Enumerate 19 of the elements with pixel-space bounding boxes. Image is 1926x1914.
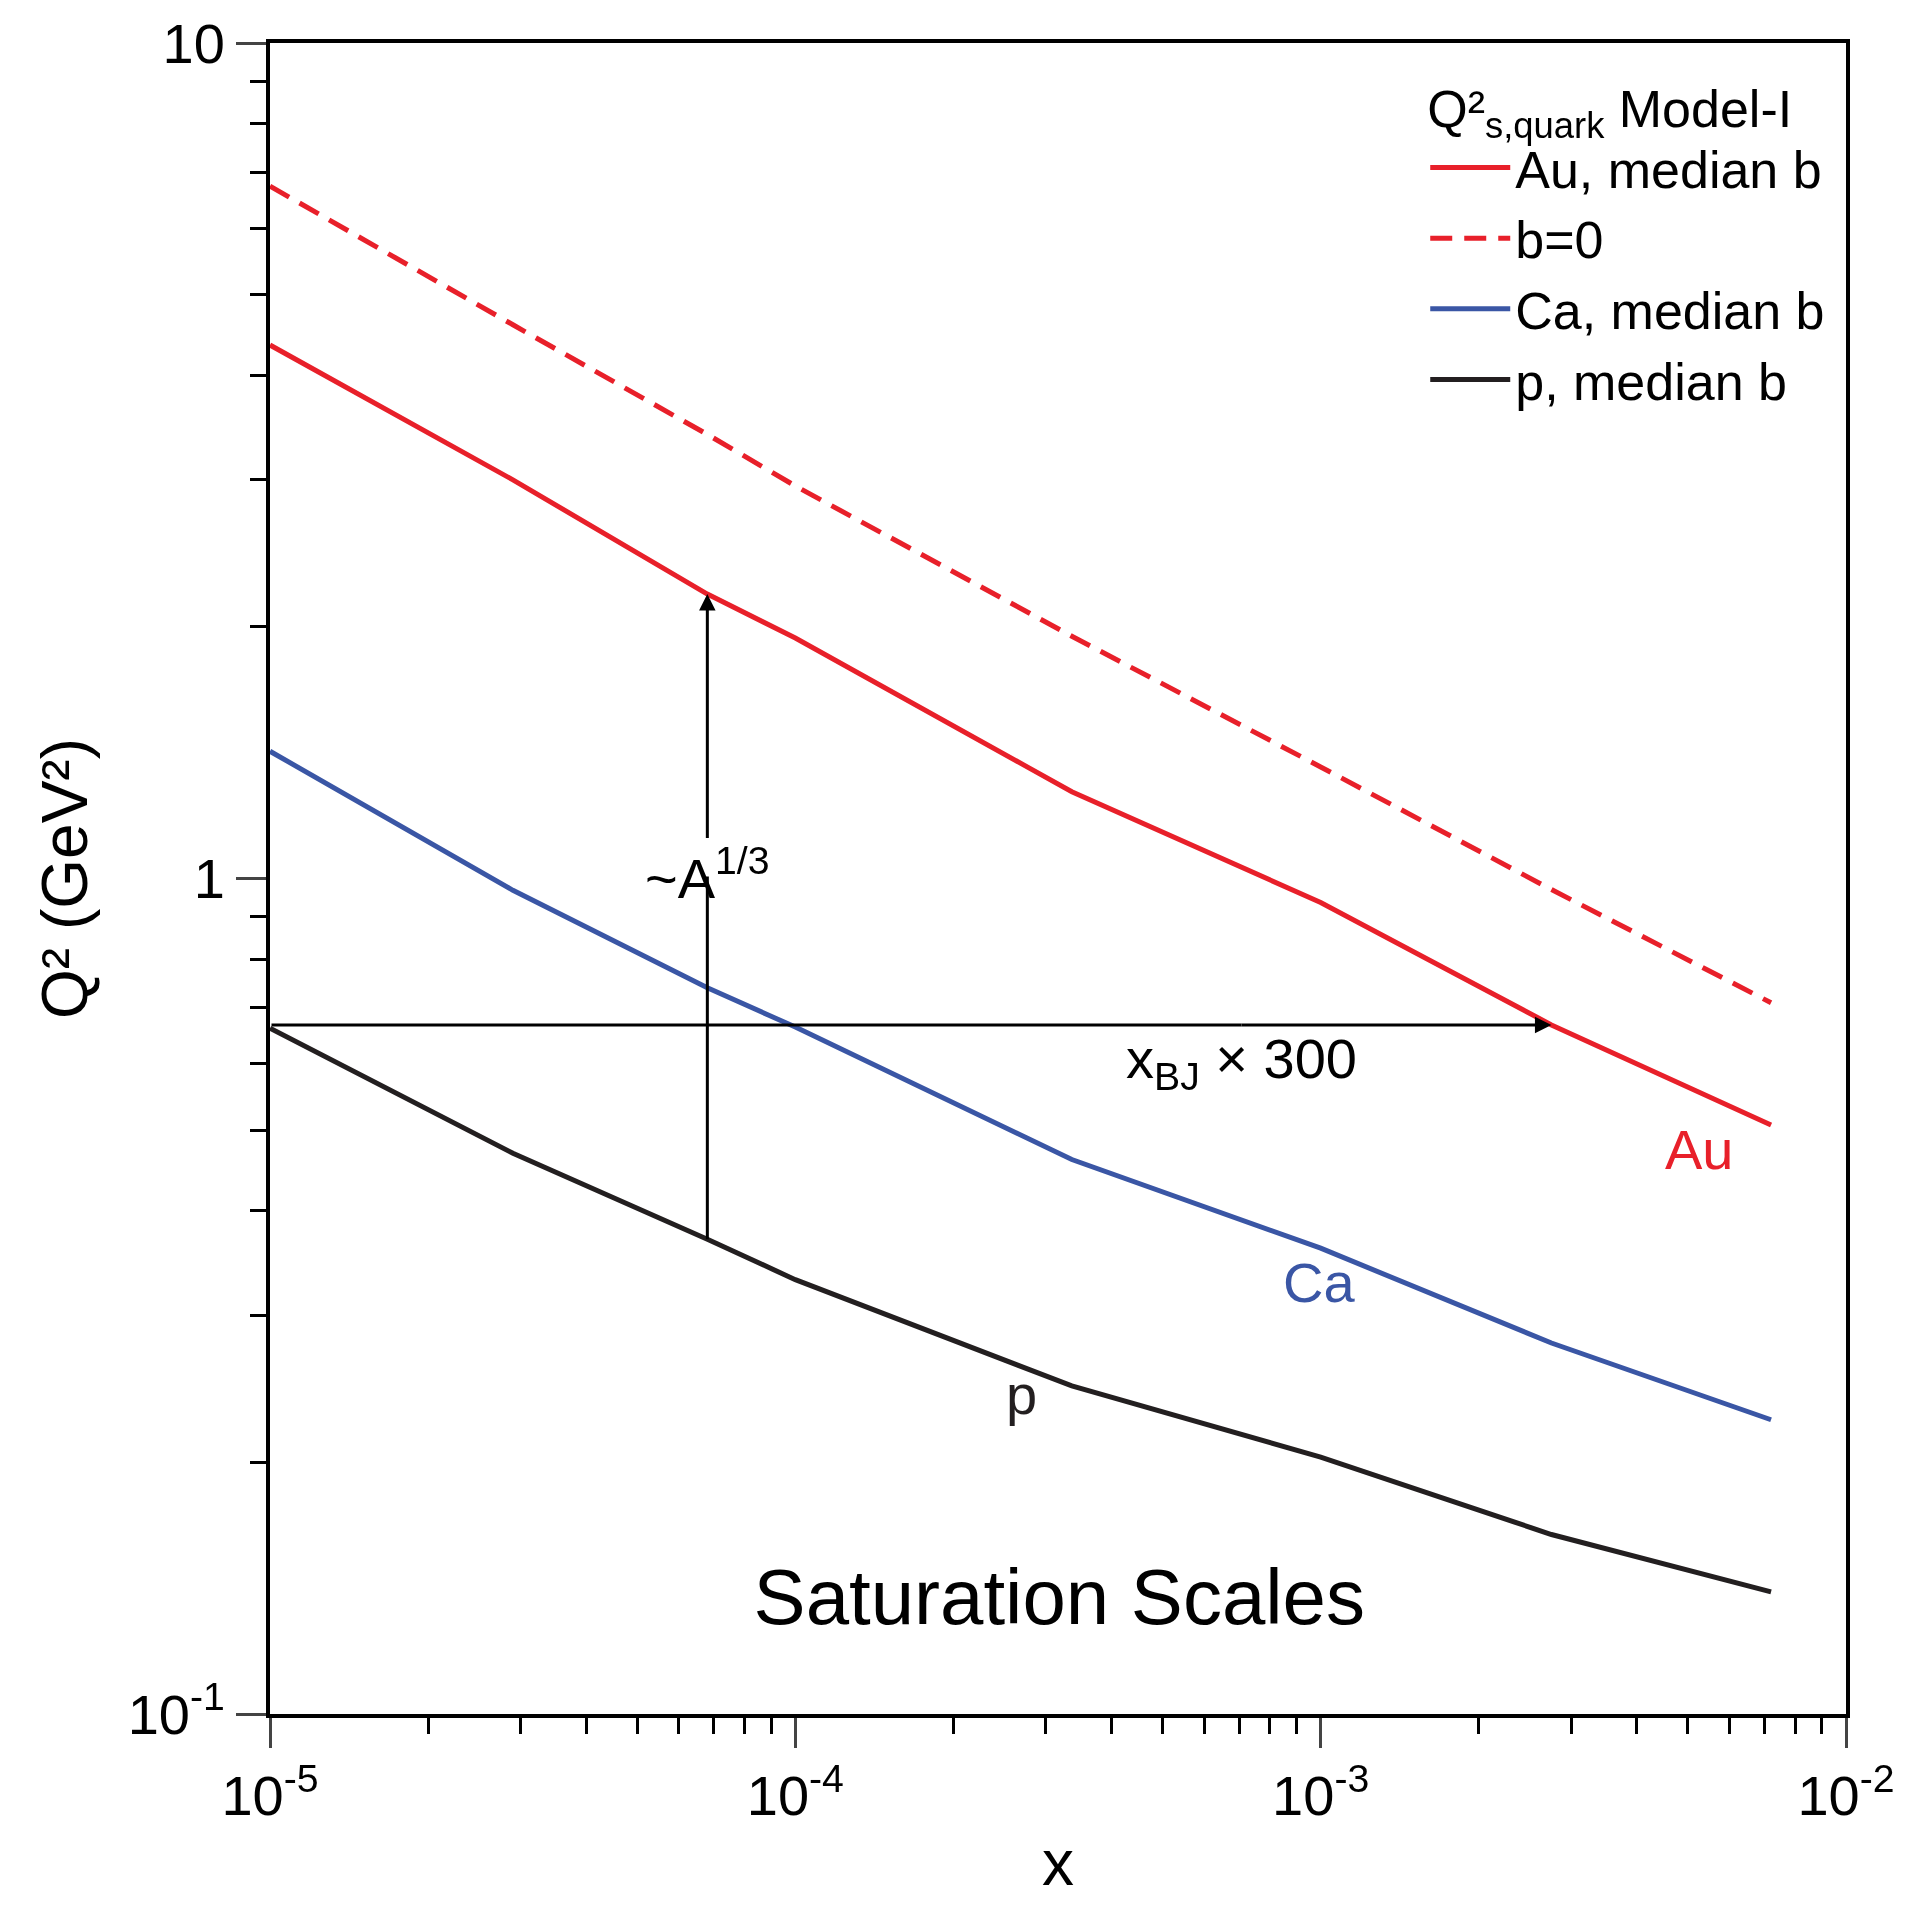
- y-tick-label: 1: [193, 847, 225, 911]
- legend-label: p, median b: [1515, 352, 1787, 411]
- y-axis-title: Q² (GeV²): [29, 738, 102, 1019]
- text: Saturation Scales: [753, 1552, 1365, 1641]
- legend-title: Q²$_{s,quark}$ Model-I: [1427, 80, 1793, 147]
- x-tick-label: 10$^{-3}$: [1272, 1756, 1370, 1828]
- annotation: Ca: [1283, 1251, 1356, 1314]
- annotation: x$_{BJ}$ × 300: [1126, 1027, 1357, 1098]
- annotation: ~A$^{1/3}$: [645, 839, 770, 910]
- x-tick-label: 10$^{-4}$: [746, 1756, 844, 1828]
- legend-label: b=0: [1515, 211, 1604, 270]
- x-tick-label: 10$^{-2}$: [1797, 1756, 1895, 1828]
- y-tick-label: 10$^{-1}$: [127, 1675, 225, 1746]
- y-tick-label: 10: [162, 11, 225, 75]
- x-axis-title: x: [1042, 1827, 1074, 1899]
- legend-label: Ca, median b: [1515, 282, 1825, 341]
- annotation: Au: [1665, 1118, 1734, 1181]
- annotation: p: [1006, 1363, 1038, 1426]
- x-tick-label: 10$^{-5}$: [221, 1756, 319, 1828]
